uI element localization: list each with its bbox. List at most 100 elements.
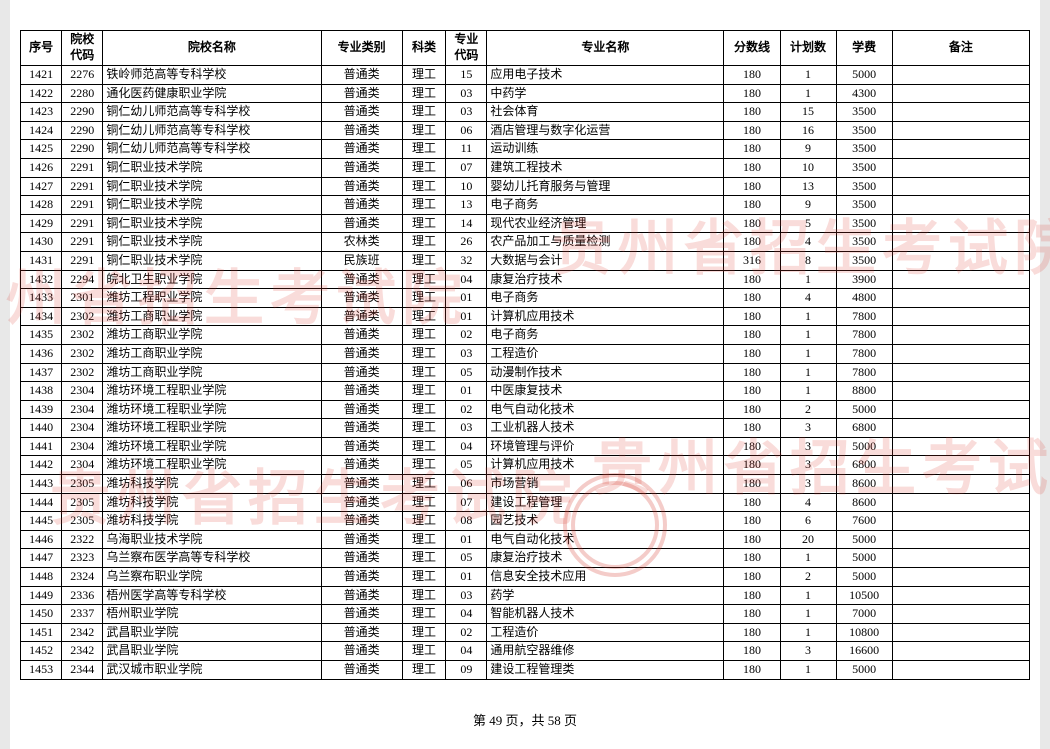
table-cell: 5000	[836, 437, 892, 456]
table-cell: 04	[446, 437, 487, 456]
table-cell	[892, 419, 1029, 438]
table-cell	[892, 66, 1029, 85]
table-cell: 03	[446, 419, 487, 438]
table-cell: 理工	[402, 363, 446, 382]
table-cell: 普通类	[321, 456, 402, 475]
table-row: 14292291铜仁职业技术学院普通类理工14现代农业经济管理18053500	[21, 214, 1030, 233]
table-cell: 潍坊环境工程职业学院	[103, 382, 321, 401]
table-cell: 潍坊环境工程职业学院	[103, 419, 321, 438]
table-cell: 3500	[836, 103, 892, 122]
table-cell	[892, 270, 1029, 289]
table-cell: 180	[724, 493, 780, 512]
table-cell: 理工	[402, 605, 446, 624]
table-cell: 1433	[21, 289, 62, 308]
table-cell	[892, 549, 1029, 568]
table-row: 14532344武汉城市职业学院普通类理工09建设工程管理类18015000	[21, 661, 1030, 680]
table-cell: 180	[724, 84, 780, 103]
table-cell: 5000	[836, 661, 892, 680]
table-cell: 180	[724, 661, 780, 680]
table-cell: 4800	[836, 289, 892, 308]
table-cell: 普通类	[321, 419, 402, 438]
table-cell	[892, 121, 1029, 140]
table-row: 14402304潍坊环境工程职业学院普通类理工03工业机器人技术18036800	[21, 419, 1030, 438]
table-cell: 工程造价	[487, 623, 724, 642]
table-cell: 1453	[21, 661, 62, 680]
table-cell: 2304	[62, 419, 103, 438]
table-cell: 计算机应用技术	[487, 307, 724, 326]
table-cell: 1437	[21, 363, 62, 382]
table-cell: 1	[780, 307, 836, 326]
table-cell: 7600	[836, 512, 892, 531]
table-cell: 3500	[836, 251, 892, 270]
table-cell: 16	[780, 121, 836, 140]
table-cell: 03	[446, 103, 487, 122]
table-cell: 03	[446, 586, 487, 605]
table-cell: 06	[446, 121, 487, 140]
table-cell: 1429	[21, 214, 62, 233]
table-cell: 理工	[402, 475, 446, 494]
table-cell	[892, 214, 1029, 233]
table-cell: 01	[446, 530, 487, 549]
table-cell: 2304	[62, 382, 103, 401]
table-cell: 园艺技术	[487, 512, 724, 531]
table-row: 14252290铜仁幼儿师范高等专科学校普通类理工11运动训练18093500	[21, 140, 1030, 159]
admissions-table: 序号院校代码院校名称专业类别科类专业代码专业名称分数线计划数学费备注 14212…	[20, 30, 1030, 680]
table-cell: 14	[446, 214, 487, 233]
table-cell: 康复治疗技术	[487, 270, 724, 289]
table-cell: 普通类	[321, 382, 402, 401]
table-cell	[892, 605, 1029, 624]
table-cell: 180	[724, 437, 780, 456]
table-cell	[892, 363, 1029, 382]
table-cell: 3500	[836, 196, 892, 215]
table-cell: 02	[446, 326, 487, 345]
table-cell: 2301	[62, 289, 103, 308]
table-cell: 180	[724, 549, 780, 568]
table-cell: 9	[780, 140, 836, 159]
table-cell: 2305	[62, 475, 103, 494]
table-cell: 4	[780, 233, 836, 252]
table-cell: 07	[446, 493, 487, 512]
table-row: 14392304潍坊环境工程职业学院普通类理工02电气自动化技术18025000	[21, 400, 1030, 419]
table-cell: 180	[724, 196, 780, 215]
table-cell: 皖北卫生职业学院	[103, 270, 321, 289]
table-cell: 5000	[836, 568, 892, 587]
table-cell: 16600	[836, 642, 892, 661]
table-cell	[892, 493, 1029, 512]
table-cell: 铜仁职业技术学院	[103, 158, 321, 177]
table-cell: 梧州医学高等专科学校	[103, 586, 321, 605]
table-cell	[892, 326, 1029, 345]
table-cell: 通化医药健康职业学院	[103, 84, 321, 103]
table-cell	[892, 475, 1029, 494]
table-row: 14382304潍坊环境工程职业学院普通类理工01中医康复技术18018800	[21, 382, 1030, 401]
table-cell: 1451	[21, 623, 62, 642]
table-cell: 04	[446, 642, 487, 661]
table-cell: 建筑工程技术	[487, 158, 724, 177]
table-cell: 1426	[21, 158, 62, 177]
table-cell: 1447	[21, 549, 62, 568]
table-cell: 理工	[402, 326, 446, 345]
table-row: 14462322乌海职业技术学院普通类理工01电气自动化技术180205000	[21, 530, 1030, 549]
table-cell: 09	[446, 661, 487, 680]
table-cell: 普通类	[321, 307, 402, 326]
table-cell: 7800	[836, 344, 892, 363]
table-cell: 20	[780, 530, 836, 549]
table-cell: 01	[446, 307, 487, 326]
column-header: 院校名称	[103, 31, 321, 66]
table-cell	[892, 158, 1029, 177]
table-cell: 通用航空器维修	[487, 642, 724, 661]
table-cell: 180	[724, 475, 780, 494]
table-cell: 现代农业经济管理	[487, 214, 724, 233]
column-header: 专业代码	[446, 31, 487, 66]
table-cell: 1424	[21, 121, 62, 140]
table-cell: 普通类	[321, 326, 402, 345]
table-cell: 180	[724, 233, 780, 252]
table-cell: 武昌职业学院	[103, 642, 321, 661]
column-header: 专业名称	[487, 31, 724, 66]
table-cell: 理工	[402, 66, 446, 85]
table-cell: 2302	[62, 363, 103, 382]
table-cell: 电子商务	[487, 289, 724, 308]
table-row: 14352302潍坊工商职业学院普通类理工02电子商务18017800	[21, 326, 1030, 345]
table-cell: 普通类	[321, 103, 402, 122]
table-cell: 铜仁职业技术学院	[103, 233, 321, 252]
table-cell: 普通类	[321, 623, 402, 642]
